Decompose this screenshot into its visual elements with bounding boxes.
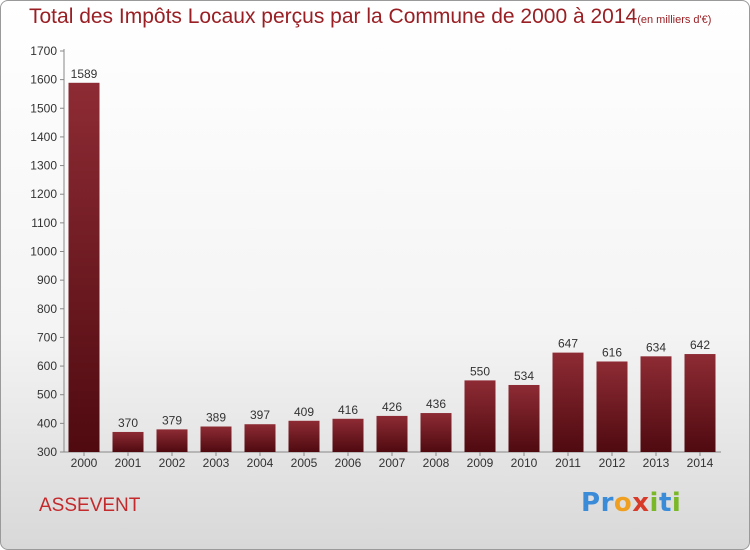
y-tick-label: 800 [37, 302, 57, 316]
logo-letter: t [658, 488, 672, 518]
bar-value-label: 389 [206, 411, 226, 425]
y-tick-label: 1500 [30, 101, 57, 115]
x-tick-label: 2014 [687, 456, 714, 470]
x-tick-label: 2007 [379, 456, 406, 470]
x-tick-label: 2012 [599, 456, 626, 470]
logo-letter: o [613, 488, 633, 518]
logo-letter: i [649, 488, 659, 518]
y-tick-label: 1200 [30, 187, 57, 201]
bar [684, 354, 716, 452]
bar-value-label: 397 [250, 408, 270, 422]
bar [332, 418, 364, 452]
x-tick-label: 2004 [247, 456, 274, 470]
bar [200, 426, 232, 452]
bar-value-label: 550 [470, 364, 490, 378]
chart-title: Total des Impôts Locaux perçus par la Co… [29, 5, 711, 29]
y-tick-label: 400 [37, 416, 57, 430]
y-tick-label: 1600 [30, 73, 57, 87]
x-tick-label: 2009 [467, 456, 494, 470]
title-unit: (en milliers d'€) [637, 14, 712, 26]
bar-value-label: 379 [162, 413, 182, 427]
x-tick-label: 2001 [115, 456, 142, 470]
logo-letter: r [600, 488, 614, 518]
bar-value-label: 534 [514, 369, 534, 383]
bar [464, 380, 496, 452]
x-tick-label: 2003 [203, 456, 230, 470]
bar [156, 429, 188, 452]
bar-value-label: 370 [118, 416, 138, 430]
logo-letter: P [581, 488, 601, 518]
y-tick-label: 1000 [30, 245, 57, 259]
y-tick-label: 300 [37, 445, 57, 459]
y-tick-label: 900 [37, 273, 57, 287]
bar-value-label: 436 [426, 397, 446, 411]
bar-value-label: 416 [338, 403, 358, 417]
x-tick-label: 2002 [159, 456, 186, 470]
bar [596, 361, 628, 452]
commune-name: ASSEVENT [39, 495, 141, 516]
x-tick-label: 2006 [335, 456, 362, 470]
bar [376, 415, 408, 452]
y-tick-label: 1300 [30, 159, 57, 173]
y-tick-label: 500 [37, 388, 57, 402]
bar-value-label: 634 [646, 340, 666, 354]
bar-value-label: 616 [602, 345, 622, 359]
title-text: Total des Impôts Locaux perçus par la Co… [29, 5, 638, 28]
logo-letter: i [671, 488, 682, 518]
bar-value-label: 1589 [71, 67, 98, 81]
y-tick-label: 1700 [30, 44, 57, 58]
x-tick-label: 2008 [423, 456, 450, 470]
bar [552, 352, 584, 452]
bar [288, 420, 320, 452]
x-tick-label: 2011 [555, 456, 581, 470]
x-tick-label: 2013 [643, 456, 670, 470]
bar-value-label: 426 [382, 400, 402, 414]
y-tick-label: 1100 [31, 216, 57, 230]
bar [420, 413, 452, 452]
bar-value-label: 647 [558, 337, 578, 351]
bar [640, 356, 672, 452]
y-tick-label: 600 [37, 359, 57, 373]
bar [244, 424, 276, 452]
x-tick-label: 2005 [291, 456, 318, 470]
x-tick-label: 2010 [511, 456, 538, 470]
y-tick-label: 700 [37, 330, 57, 344]
bar [508, 384, 540, 452]
x-tick-label: 2000 [71, 456, 98, 470]
logo-letter: x [632, 488, 650, 518]
y-tick-label: 1400 [30, 130, 57, 144]
proxiti-logo: Proxiti [581, 488, 681, 518]
bar-value-label: 409 [294, 405, 314, 419]
bar [68, 82, 100, 452]
bar [112, 431, 144, 452]
bar-value-label: 642 [690, 338, 710, 352]
